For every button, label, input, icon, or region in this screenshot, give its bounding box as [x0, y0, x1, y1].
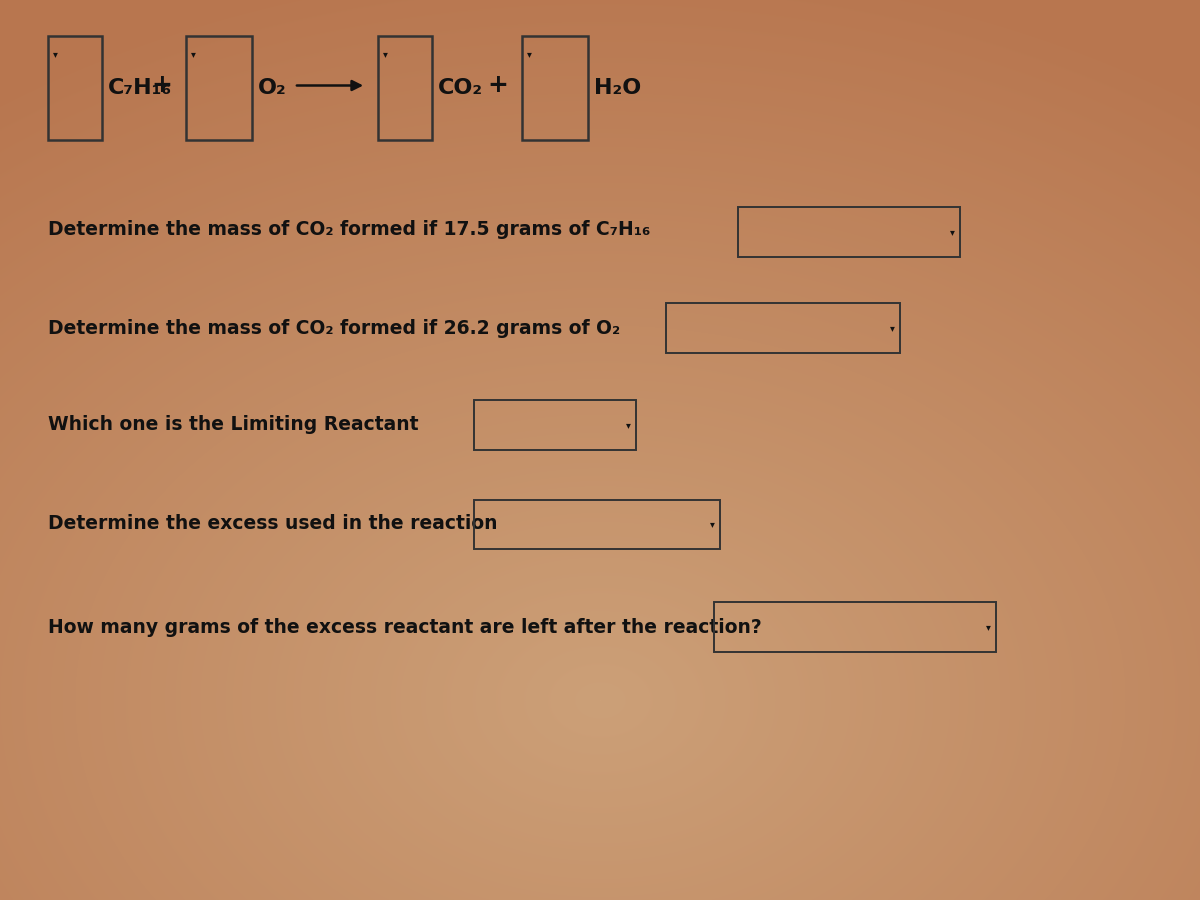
Text: ▾: ▾	[950, 227, 955, 237]
Text: ▾: ▾	[626, 420, 631, 430]
Bar	[474, 400, 636, 450]
Bar	[378, 36, 432, 140]
Text: ▾: ▾	[890, 323, 895, 333]
Text: How many grams of the excess reactant are left after the reaction?: How many grams of the excess reactant ar…	[48, 617, 762, 637]
Text: ▾: ▾	[527, 50, 532, 59]
Text: ▾: ▾	[383, 50, 388, 59]
Bar	[738, 207, 960, 256]
Text: ▾: ▾	[986, 622, 991, 632]
Bar	[666, 303, 900, 353]
Bar	[714, 602, 996, 652]
Text: Determine the mass of CO₂ formed if 26.2 grams of O₂: Determine the mass of CO₂ formed if 26.2…	[48, 319, 620, 338]
Text: Determine the excess used in the reaction: Determine the excess used in the reactio…	[48, 514, 498, 534]
Text: CO₂: CO₂	[438, 77, 484, 98]
Text: H₂O: H₂O	[594, 77, 641, 98]
Bar	[522, 36, 588, 140]
Text: ▾: ▾	[710, 519, 715, 529]
Text: O₂: O₂	[258, 77, 287, 98]
Text: +: +	[487, 74, 509, 97]
Bar	[474, 500, 720, 549]
Text: ▾: ▾	[53, 50, 58, 59]
Bar	[186, 36, 252, 140]
Text: +: +	[151, 74, 173, 97]
Bar	[48, 36, 102, 140]
Text: C₇H₁₆: C₇H₁₆	[108, 77, 172, 98]
Text: Which one is the Limiting Reactant: Which one is the Limiting Reactant	[48, 415, 419, 435]
Text: ▾: ▾	[191, 50, 196, 59]
Text: Determine the mass of CO₂ formed if 17.5 grams of C₇H₁₆: Determine the mass of CO₂ formed if 17.5…	[48, 220, 650, 239]
